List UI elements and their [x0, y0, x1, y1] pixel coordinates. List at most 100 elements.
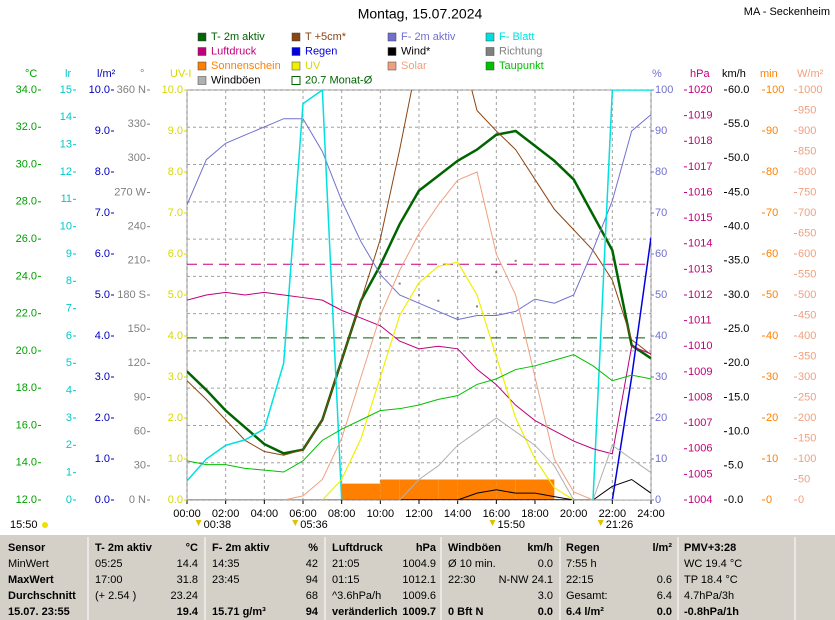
y-tick-label: 0: [655, 494, 661, 506]
axis-unit: hPa: [690, 68, 710, 80]
legend-label: Solar: [401, 60, 427, 72]
y-tick-label: 22.0: [16, 308, 37, 320]
y-tick-label: 45.0: [728, 186, 749, 198]
table-cell: Windböen: [448, 542, 501, 554]
y-tick-label: 7.0: [168, 207, 183, 219]
y-tick-label: 0: [766, 494, 772, 506]
table-cell: 15.07. 23:55: [8, 606, 70, 618]
table-cell: 05:25: [95, 558, 123, 570]
y-tick-label: 10.0: [162, 84, 183, 96]
table-cell: T- 2m aktiv: [95, 542, 153, 554]
table-cell: 6.4: [657, 590, 672, 602]
table-cell: 1009.6: [402, 590, 436, 602]
table-cell: 1009.7: [402, 606, 436, 618]
table-cell: 0.0: [657, 606, 672, 618]
y-tick-label: 70: [655, 207, 667, 219]
x-tick-label: 08:00: [328, 508, 356, 520]
y-tick-label: 400: [798, 330, 816, 342]
y-tick-label: 14.0: [16, 457, 37, 469]
table-cell: ^3.6hPa/h: [332, 590, 381, 602]
table-cell: TP 18.4 °C: [684, 574, 738, 586]
table-cell: Luftdruck: [332, 542, 384, 554]
y-tick-label: 26.0: [16, 233, 37, 245]
y-tick-label: 60: [766, 248, 778, 260]
y-tick-label: 30.0: [728, 289, 749, 301]
annotation-label: 15:50: [497, 519, 525, 531]
axis-unit: W/m²: [797, 68, 824, 80]
y-tick-label: 30: [766, 371, 778, 383]
x-tick-label: 06:00: [289, 508, 317, 520]
y-tick-label: 90: [655, 125, 667, 137]
bar: [515, 479, 535, 500]
series-line: [187, 90, 651, 500]
table-cell: 22:30: [448, 574, 476, 586]
table-cell: MaxWert: [8, 574, 54, 586]
y-tick-label: 13: [60, 139, 72, 151]
table-cell: PMV+3:28: [684, 542, 736, 554]
y-tick-label: 12: [60, 166, 72, 178]
y-tick-label: 6.0: [95, 248, 110, 260]
y-tick-label: 0 N: [129, 494, 146, 506]
y-tick-label: 10: [766, 453, 778, 465]
legend-label: Sonnenschein: [211, 60, 281, 72]
legend-label: Windböen: [211, 74, 261, 86]
y-tick-label: 180 S: [117, 289, 146, 301]
y-tick-label: 1014: [688, 238, 712, 250]
series-line: [187, 354, 651, 473]
table-cell: 0.0: [538, 606, 553, 618]
series-line: [187, 171, 651, 500]
annotation-marker: [292, 520, 299, 526]
y-tick-label: 330: [128, 118, 146, 130]
table-cell: veränderlich: [332, 606, 398, 618]
y-tick-label: 0.0: [728, 494, 743, 506]
table-cell: 42: [306, 558, 318, 570]
y-tick-label: 20: [655, 412, 667, 424]
y-tick-label: 0: [798, 494, 804, 506]
y-tick-label: 50: [655, 289, 667, 301]
table-cell: 01:15: [332, 574, 360, 586]
y-tick-label: 1000: [798, 84, 822, 96]
table-cell: 7:55 h: [566, 558, 597, 570]
y-tick-label: 20.0: [728, 357, 749, 369]
table-cell: 3.0: [538, 590, 553, 602]
sun-time: 15:50: [10, 519, 38, 531]
y-tick-label: 850: [798, 145, 816, 157]
axis-unit: l/m²: [97, 68, 116, 80]
y-tick-label: 1016: [688, 186, 712, 198]
y-tick-label: 40: [766, 330, 778, 342]
series-line: [187, 90, 651, 456]
table-cell: 23.24: [170, 590, 198, 602]
y-tick-label: 5.0: [95, 289, 110, 301]
y-tick-label: 8.0: [95, 166, 110, 178]
series-line: [187, 114, 651, 321]
table-cell: 15.71 g/m³: [212, 606, 266, 618]
y-tick-label: 10.0: [728, 426, 749, 438]
direction-dot: [379, 271, 382, 274]
y-tick-label: 4.0: [168, 330, 183, 342]
station: MA - Seckenheim: [744, 6, 830, 18]
y-tick-label: 1.0: [95, 453, 110, 465]
y-tick-label: 11: [61, 193, 72, 205]
y-tick-label: 800: [798, 166, 816, 178]
y-tick-label: 80: [766, 166, 778, 178]
y-tick-label: 1005: [688, 468, 712, 480]
table-cell: 6.4 l/m²: [566, 606, 604, 618]
table-cell: l/m²: [652, 542, 672, 554]
y-tick-label: 100: [766, 84, 784, 96]
y-tick-label: 10: [60, 221, 72, 233]
table-cell: 4.7hPa/3h: [684, 590, 734, 602]
y-tick-label: 1017: [688, 161, 712, 173]
bar: [535, 479, 555, 500]
legend-label: Taupunkt: [499, 60, 544, 72]
y-tick-label: 0.0: [168, 494, 183, 506]
x-tick-label: 10:00: [367, 508, 395, 520]
table-cell: WC 19.4 °C: [684, 558, 742, 570]
y-tick-label: 240: [128, 221, 146, 233]
y-tick-label: 8: [66, 275, 72, 287]
table-cell: 22:15: [566, 574, 594, 586]
table-cell: 0.6: [657, 574, 672, 586]
legend-swatch: [291, 47, 301, 56]
y-tick-label: 50: [766, 289, 778, 301]
table-cell: 17:00: [95, 574, 123, 586]
